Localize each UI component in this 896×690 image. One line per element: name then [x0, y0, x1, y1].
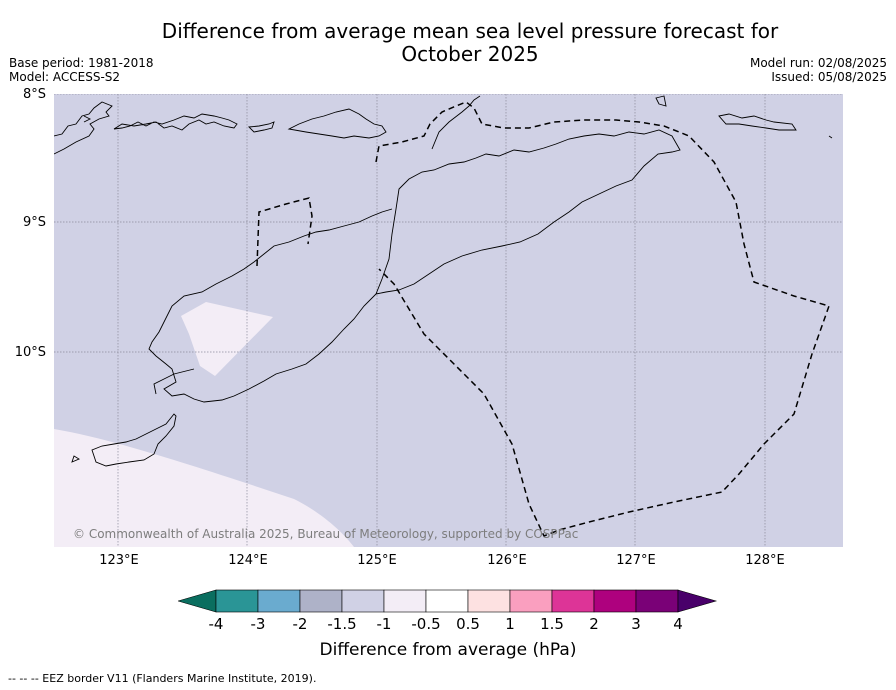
lon-label-124e: 124°E [228, 553, 268, 568]
lon-label-127e: 127°E [616, 553, 656, 568]
colorbar-swatch [425, 589, 469, 613]
lat-label-8s: 8°S [22, 87, 46, 102]
colorbar-tick-label: -4 [208, 615, 224, 633]
colorbar-tick-label: 4 [673, 615, 683, 633]
lat-label-9s: 9°S [22, 215, 46, 230]
light-anomaly-zone-south [54, 429, 354, 547]
pressure-anomaly-map: © Commonwealth of Australia 2025, Bureau… [54, 94, 843, 547]
colorbar [178, 589, 718, 613]
lon-label-125e: 125°E [357, 553, 397, 568]
colorbar-tick-label: 1.5 [540, 615, 564, 633]
island-timor-south-coast [148, 208, 393, 403]
lon-label-126e: 126°E [487, 553, 527, 568]
colorbar-tick-label: 2 [589, 615, 599, 633]
colorbar-swatch [299, 589, 343, 613]
map-title-line1: Difference from average mean sea level p… [161, 19, 779, 43]
colorbar-tick-label: -0.5 [411, 615, 441, 633]
grid-lines [54, 94, 843, 547]
coastlines [54, 95, 833, 467]
colorbar-swatch [467, 589, 511, 613]
model-name: Model: ACCESS-S2 [9, 70, 121, 84]
lat-label-10s: 10°S [14, 345, 46, 360]
lon-label-128e: 128°E [745, 553, 785, 568]
colorbar-tick-label: -1.5 [327, 615, 357, 633]
colorbar-tick-label: -1 [376, 615, 392, 633]
eez-footnote: -- -- -- EEZ border V11 (Flanders Marine… [8, 672, 317, 685]
colorbar-tick-label: 0.5 [456, 615, 480, 633]
colorbar-swatch [215, 589, 259, 613]
colorbar-tick-label: -2 [292, 615, 308, 633]
light-anomaly-zone-north [181, 302, 273, 376]
islet-a [83, 115, 92, 123]
coast-north-segment [431, 95, 481, 150]
eez-borders [256, 101, 830, 537]
issued-date: Issued: 05/08/2025 [771, 70, 887, 84]
colorbar-label: Difference from average (hPa) [319, 640, 577, 660]
island-rote [91, 413, 177, 467]
eez-border-west [256, 197, 313, 267]
island-babar [718, 113, 797, 131]
colorbar-extend-low [178, 589, 217, 613]
model-run: Model run: 02/08/2025 [749, 56, 887, 70]
island-flores [54, 101, 113, 155]
island-timor-north-coast [375, 129, 681, 295]
colorbar-swatch [383, 589, 427, 613]
colorbar-swatch [257, 589, 301, 613]
colorbar-tick-label: -3 [250, 615, 266, 633]
colorbar-extend-high [677, 589, 718, 613]
colorbar-tick-label: 1 [505, 615, 515, 633]
base-period: Base period: 1981-2018 [9, 56, 154, 70]
island-semau [153, 368, 195, 395]
island-alor [113, 113, 238, 131]
colorbar-swatch [593, 589, 637, 613]
colorbar-tick-label: 3 [631, 615, 641, 633]
islet-b [655, 95, 667, 107]
copyright-notice: © Commonwealth of Australia 2025, Bureau… [73, 527, 578, 541]
island-wetar [287, 108, 387, 139]
islet-d [71, 455, 80, 463]
map-title-line2: October 2025 [401, 42, 539, 66]
island-small-1 [248, 121, 275, 133]
colorbar-swatch [341, 589, 385, 613]
colorbar-swatch [509, 589, 553, 613]
lon-label-123e: 123°E [99, 553, 139, 568]
colorbar-swatch [551, 589, 595, 613]
colorbar-swatch [635, 589, 679, 613]
eez-border-timor-leste [375, 101, 830, 537]
colorbar-swatches [178, 589, 718, 613]
islet-c [828, 135, 833, 139]
